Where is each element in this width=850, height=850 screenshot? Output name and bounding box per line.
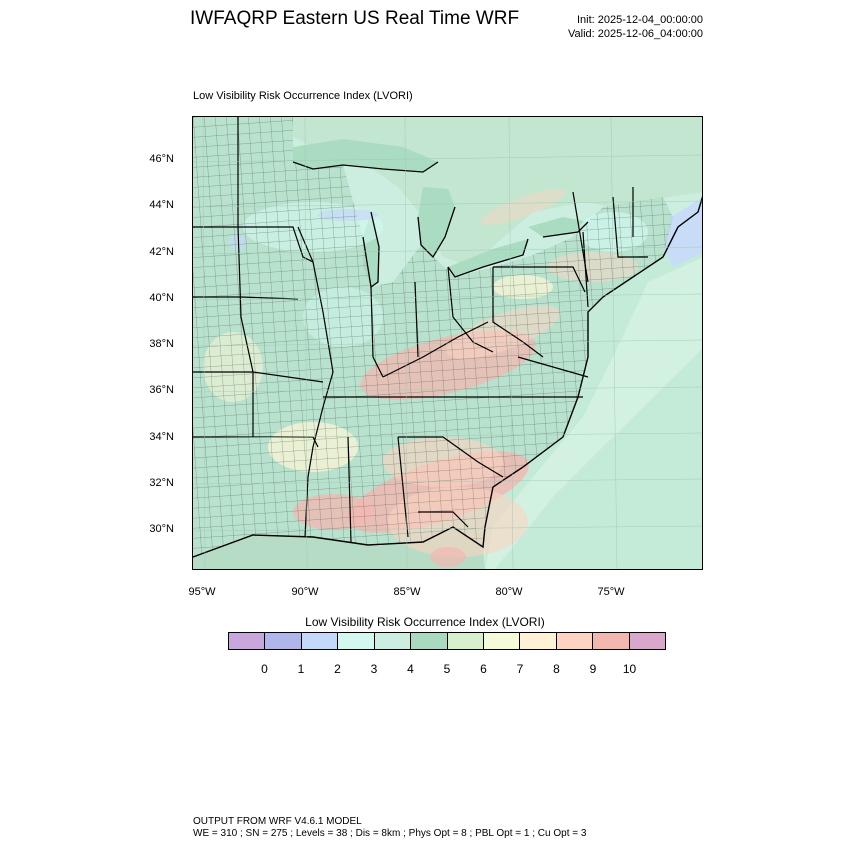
lake-huron: [418, 187, 455, 257]
gulf-of-mexico: [193, 527, 485, 569]
lon-label: 85°W: [393, 586, 421, 598]
init-time: Init: 2025-12-04_00:00:00: [577, 14, 703, 26]
colorbar-tick-label: 3: [370, 662, 378, 676]
colorbar-tick-label: 7: [516, 662, 524, 676]
lat-label: 34°N: [149, 431, 174, 443]
colorbar-tick-label: 2: [334, 662, 341, 676]
colorbar-swatch: [229, 633, 266, 649]
coastline: [193, 196, 702, 558]
colorbar-swatch: [411, 633, 448, 649]
lat-label: 32°N: [149, 477, 174, 489]
lat-label: 42°N: [149, 246, 174, 258]
graticule: [193, 117, 702, 569]
footer-line-2: WE = 310 ; SN = 275 ; Levels = 38 ; Dis …: [193, 828, 587, 839]
time-info: Init: 2025-12-04_00:00:00 Valid: 2025-12…: [568, 13, 703, 41]
state-borders: [193, 117, 648, 543]
colorbar-title: Low Visibility Risk Occurrence Index (LV…: [305, 615, 545, 629]
lon-label: 95°W: [188, 586, 216, 598]
colorbar-tick-label: 8: [553, 662, 560, 676]
lon-label: 90°W: [291, 586, 319, 598]
map-panel: [192, 116, 703, 570]
colorbar-swatch: [483, 633, 521, 649]
colorbar-tick-label: 10: [622, 662, 637, 676]
lon-label: 75°W: [597, 586, 625, 598]
ocean-band: [485, 257, 702, 569]
lake-superior: [293, 139, 438, 172]
colorbar-swatch: [374, 633, 412, 649]
lake-ontario: [528, 217, 588, 237]
colorbar-tick-label: 9: [589, 662, 597, 676]
lat-label: 46°N: [149, 153, 174, 165]
lat-label: 36°N: [149, 384, 174, 396]
colorbar-tick-label: 6: [480, 662, 487, 676]
colorbar-swatch: [338, 633, 375, 649]
chart-title: IWFAQRP Eastern US Real Time WRF: [190, 8, 520, 29]
colorbar-tick-label: 0: [261, 662, 268, 676]
colorbar: [228, 632, 666, 650]
lon-label: 80°W: [495, 586, 523, 598]
footer-line-1: OUTPUT FROM WRF V4.6.1 MODEL: [193, 816, 362, 827]
colorbar-swatch: [301, 633, 339, 649]
model-footer: OUTPUT FROM WRF V4.6.1 MODEL WE = 310 ; …: [193, 816, 586, 840]
colorbar-swatch: [556, 633, 594, 649]
colorbar-swatch: [520, 633, 557, 649]
valid-time: Valid: 2025-12-06_04:00:00: [568, 28, 703, 40]
lat-label: 30°N: [149, 523, 174, 535]
lake-erie: [448, 239, 528, 277]
lat-label: 44°N: [149, 199, 174, 211]
gulf-of-maine: [663, 198, 702, 267]
colorbar-swatch: [629, 633, 666, 649]
colorbar-tick-label: 5: [443, 662, 451, 676]
colorbar-swatch: [593, 633, 630, 649]
field-label: Low Visibility Risk Occurrence Index (LV…: [193, 90, 413, 102]
colorbar-tick-label: 4: [407, 662, 414, 676]
lake-shores: [292, 161, 589, 289]
colorbar-swatch: [265, 633, 302, 649]
colorbar-tick-label: 1: [297, 662, 305, 676]
colorbar-swatch: [447, 633, 484, 649]
lat-label: 40°N: [149, 292, 174, 304]
lat-label: 38°N: [149, 338, 174, 350]
map-canvas: [193, 117, 702, 569]
